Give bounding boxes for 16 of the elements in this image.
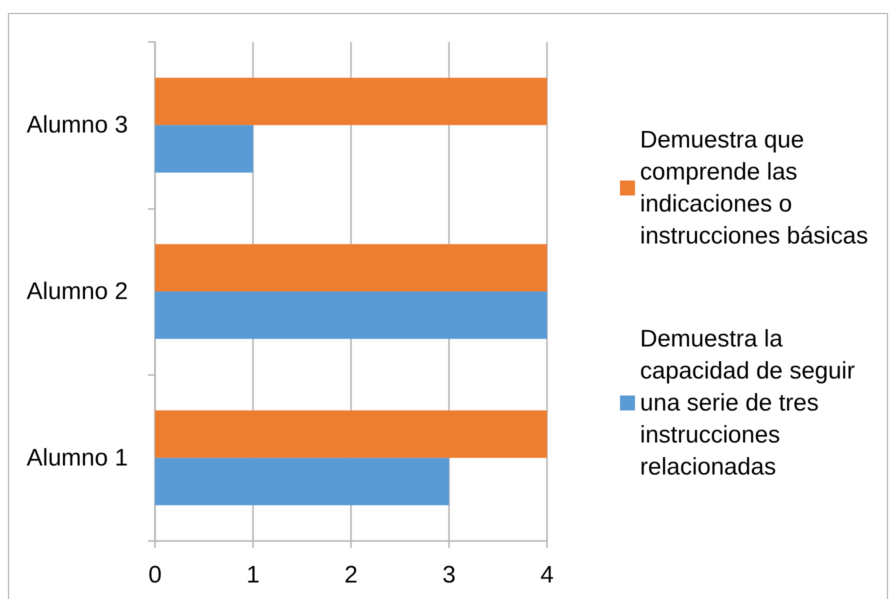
x-tick-label: 0 xyxy=(148,562,162,588)
legend-label: Demuestra que comprende las indicaciones o instrucciones básicas xyxy=(640,126,868,250)
bar xyxy=(155,78,547,126)
bar xyxy=(155,125,253,173)
x-tick-label: 3 xyxy=(442,562,456,588)
x-tick-label: 4 xyxy=(540,562,554,588)
x-tick-label: 1 xyxy=(246,562,260,588)
legend-label: Demuestra la capacidad de seguir una serie de tres instrucciones relacionadas xyxy=(640,326,862,480)
bar xyxy=(155,410,547,458)
y-tick-label: Alumno 1 xyxy=(26,444,128,472)
bar xyxy=(155,244,547,292)
y-tick-label: Alumno 2 xyxy=(26,278,128,305)
bar xyxy=(155,458,449,506)
x-tick-label: 2 xyxy=(344,562,358,588)
y-tick-label: Alumno 3 xyxy=(26,112,128,139)
bar xyxy=(155,292,547,339)
